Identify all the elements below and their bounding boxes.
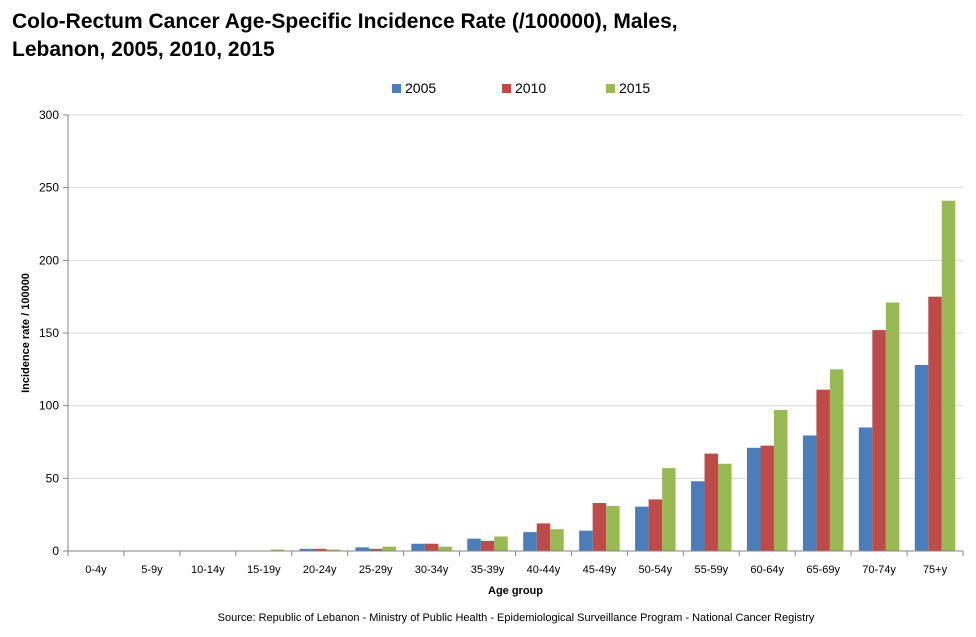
legend-label: 2010 bbox=[515, 80, 547, 96]
y-axis-label: Incidence rate / 100000 bbox=[20, 273, 32, 393]
bar-2005-45-49y bbox=[579, 530, 593, 551]
x-tick-label: 40-44y bbox=[527, 564, 561, 576]
bar-2015-20-24y bbox=[326, 549, 340, 551]
x-tick-label: 0-4y bbox=[85, 564, 107, 576]
y-tick-label: 200 bbox=[39, 253, 59, 267]
bar-2005-60-64y bbox=[746, 447, 761, 551]
x-tick-label: 50-54y bbox=[639, 564, 673, 576]
x-tick-label: 5-9y bbox=[141, 564, 163, 576]
bar-2015-60-64y bbox=[773, 410, 788, 551]
legend-item-2015: 2015 bbox=[606, 80, 650, 96]
x-tick-label: 75+y bbox=[923, 564, 948, 576]
bar-2015-25-29y bbox=[382, 546, 396, 551]
legend-swatch bbox=[606, 83, 615, 93]
bar-2015-70-74y bbox=[885, 302, 900, 551]
chart-title: Colo-Rectum Cancer Age-Specific Incidenc… bbox=[12, 8, 912, 64]
bar-2015-35-39y bbox=[494, 536, 508, 551]
x-tick-label: 30-34y bbox=[415, 564, 449, 576]
legend-swatch bbox=[502, 83, 511, 93]
chart-title-line-2: Lebanon, 2005, 2010, 2015 bbox=[12, 38, 275, 61]
bar-2010-75+y bbox=[928, 296, 942, 551]
y-tick-label: 250 bbox=[39, 181, 59, 195]
x-tick-label: 45-49y bbox=[583, 564, 617, 576]
y-tick-label: 300 bbox=[39, 108, 59, 122]
x-tick-label: 60-64y bbox=[750, 564, 784, 576]
bar-2015-55-59y bbox=[718, 463, 732, 551]
source-note: Source: Republic of Lebanon - Ministry o… bbox=[217, 612, 815, 624]
legend-item-2010: 2010 bbox=[502, 80, 546, 96]
y-tick-label: 150 bbox=[39, 326, 59, 340]
bar-2015-15-19y bbox=[270, 549, 285, 551]
bar-2015-45-49y bbox=[606, 505, 620, 551]
bar-2005-55-59y bbox=[691, 481, 705, 551]
bar-2010-60-64y bbox=[760, 445, 774, 551]
axes bbox=[67, 115, 963, 552]
bar-2005-30-34y bbox=[411, 543, 425, 551]
bar-2005-20-24y bbox=[299, 548, 313, 551]
bar-2015-40-44y bbox=[550, 529, 564, 551]
bar-2010-40-44y bbox=[536, 523, 551, 551]
x-tick-label: 10-14y bbox=[191, 564, 225, 576]
chart-title-line-1: Colo-Rectum Cancer Age-Specific Incidenc… bbox=[12, 10, 678, 33]
y-tick-label: 0 bbox=[52, 544, 59, 558]
bar-2010-25-29y bbox=[368, 548, 383, 551]
bar-2010-70-74y bbox=[872, 330, 886, 551]
x-tick-label: 65-69y bbox=[806, 564, 840, 576]
legend-swatch bbox=[392, 83, 401, 93]
bar-2010-55-59y bbox=[704, 453, 719, 551]
bar-2015-65-69y bbox=[829, 369, 844, 551]
bar-2010-45-49y bbox=[592, 503, 607, 551]
legend-label: 2015 bbox=[619, 80, 651, 96]
x-tick-label: 25-29y bbox=[359, 564, 393, 576]
x-axis-label: Age group bbox=[488, 585, 543, 597]
bar-2005-70-74y bbox=[858, 427, 873, 551]
x-axis-ticks: 0-4y 5-9y 10-14y 15-19y 20-24y 25-29y 30-34y 35… bbox=[67, 551, 964, 576]
bar-2005-65-69y bbox=[802, 435, 817, 551]
bar-2015-30-34y bbox=[438, 546, 452, 551]
x-tick-label: 70-74y bbox=[862, 564, 896, 576]
bar-2010-35-39y bbox=[480, 540, 495, 551]
bar-2015-75+y bbox=[941, 200, 956, 551]
x-tick-label: 20-24y bbox=[303, 564, 337, 576]
legend-label: 2005 bbox=[405, 80, 437, 96]
bar-2010-65-69y bbox=[816, 389, 830, 551]
bar-2005-25-29y bbox=[355, 547, 369, 551]
x-tick-label: 15-19y bbox=[247, 564, 281, 576]
bar-2010-20-24y bbox=[312, 548, 327, 551]
y-tick-label: 50 bbox=[46, 471, 60, 485]
legend-item-2005: 2005 bbox=[392, 80, 436, 96]
legend: 2005 2010 2015 bbox=[0, 80, 976, 100]
y-tick-label: 100 bbox=[39, 399, 59, 413]
x-tick-label: 35-39y bbox=[471, 564, 505, 576]
bars bbox=[270, 200, 956, 551]
bar-2005-75+y bbox=[914, 364, 929, 551]
x-tick-label: 55-59y bbox=[694, 564, 728, 576]
bar-2015-50-54y bbox=[662, 468, 676, 551]
y-axis-ticks: 0 50 100 150 200 250 300 bbox=[39, 108, 68, 558]
bar-2010-50-54y bbox=[648, 499, 663, 551]
bar-2005-35-39y bbox=[467, 538, 481, 551]
bar-2005-50-54y bbox=[635, 506, 649, 551]
bar-2010-30-34y bbox=[424, 543, 439, 551]
bar-2005-40-44y bbox=[523, 532, 537, 551]
